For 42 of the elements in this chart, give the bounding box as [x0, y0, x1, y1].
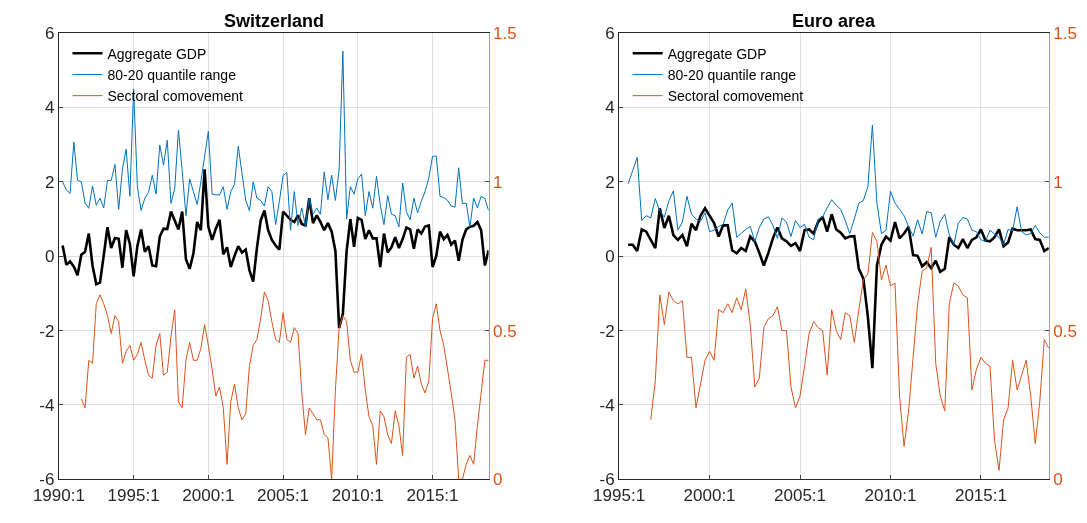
x-tick-label: 1995:1: [107, 485, 160, 505]
y2-tick-label: 1: [1053, 172, 1063, 192]
x-tick-label: 2005:1: [774, 485, 827, 505]
chart-title: Euro area: [792, 11, 877, 31]
y2-tick-label: 1.5: [493, 24, 517, 44]
y-tick-label: 2: [45, 172, 55, 192]
x-tick-label: 2015:1: [954, 485, 1007, 505]
y-tick-label: 4: [45, 98, 55, 118]
legend-label: 80-20 quantile range: [667, 66, 797, 83]
legend-label: Aggregate GDP: [107, 45, 207, 62]
y-tick-label: 6: [45, 24, 55, 44]
y-tick-label: 2: [605, 172, 615, 192]
y2-tick-label: 0.5: [1053, 321, 1077, 341]
y-tick-label: 6: [605, 24, 615, 44]
x-tick-label: 2005:1: [257, 485, 310, 505]
legend-label: Sectoral comovement: [667, 88, 804, 105]
line-series: [62, 50, 489, 231]
legend-label: 80-20 quantile range: [107, 66, 237, 83]
line-series: [626, 206, 1049, 370]
line-series: [627, 124, 1049, 246]
y2-tick-label: 0: [1053, 470, 1063, 490]
y2-tick-label: 0: [493, 470, 503, 490]
y2-tick-label: 0.5: [493, 321, 517, 341]
x-tick-label: 2000:1: [182, 485, 235, 505]
y-tick-label: -4: [599, 395, 615, 415]
line-series: [80, 291, 489, 480]
y2-tick-label: 1.5: [1053, 24, 1077, 44]
chart-title: Switzerland: [224, 11, 325, 31]
y-tick-label: -2: [39, 321, 55, 341]
x-tick-label: 2015:1: [406, 485, 459, 505]
y-tick-label: 0: [45, 247, 55, 267]
y-tick-label: -4: [39, 395, 55, 415]
x-tick-label: 2010:1: [331, 485, 384, 505]
y-tick-label: -2: [599, 321, 615, 341]
line-series: [650, 231, 1049, 471]
y-tick-label: 0: [605, 247, 615, 267]
x-tick-label: 2010:1: [864, 485, 917, 505]
y2-tick-label: 1: [493, 172, 503, 192]
legend-label: Aggregate GDP: [667, 45, 767, 62]
line-series: [61, 167, 489, 330]
y-tick-label: 4: [605, 98, 615, 118]
x-tick-label: 2000:1: [683, 485, 736, 505]
